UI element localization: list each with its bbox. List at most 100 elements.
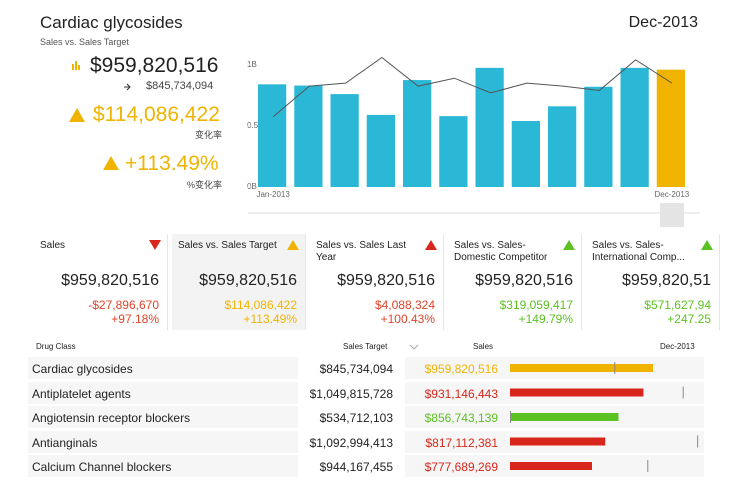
- card-arrow: [149, 240, 161, 250]
- card-arrow: [563, 240, 575, 250]
- drug-name: Cardiac glycosides: [32, 362, 133, 376]
- sales: $856,743,139: [424, 411, 498, 425]
- card-arrow: [701, 240, 713, 250]
- bar: [439, 116, 468, 187]
- table-row: Antianginals $1,092,994,413 $817,112,381: [28, 430, 704, 453]
- bar: [656, 69, 685, 187]
- sales-bar: [510, 413, 619, 421]
- column-header: Dec-2013: [660, 342, 695, 351]
- y-tick-label: 0.5B: [247, 121, 263, 130]
- kpi-card[interactable]: Sales $959,820,516 -$27,896,670 +97.18%: [34, 234, 168, 330]
- table-row: Angiotensin receptor blockers $534,712,10…: [28, 406, 704, 428]
- bar: [475, 67, 504, 187]
- bar: [403, 80, 432, 187]
- column-header: Sales Target: [343, 342, 388, 351]
- card-pct: +149.79%: [518, 312, 573, 326]
- arrow: [149, 240, 161, 250]
- card-delta: $319,059,417: [499, 298, 573, 312]
- bar: [548, 106, 577, 187]
- drug-name: Angiotensin receptor blockers: [32, 411, 191, 425]
- drug-name: Antiplatelet agents: [32, 386, 131, 401]
- card-delta: $4,088,324: [374, 298, 435, 312]
- target-cell: $845,734,094: [298, 357, 405, 379]
- subtitle: Sales vs. Sales Target: [40, 37, 129, 47]
- arrow: [563, 240, 575, 250]
- drug-name: Calcium Channel blockers: [32, 460, 172, 474]
- change-pct-label: %变化率: [186, 180, 222, 190]
- target-cell: $534,712,103: [298, 406, 405, 428]
- target-line: [272, 56, 673, 118]
- card-pct: +97.18%: [111, 312, 159, 326]
- sales: $777,689,269: [424, 460, 498, 474]
- card-title: Sales vs. Sales Last Year: [316, 240, 407, 263]
- sort-icon[interactable]: [408, 342, 420, 352]
- scroll-handle[interactable]: [660, 203, 684, 227]
- card-pct: +113.49%: [243, 312, 298, 326]
- sales: $817,112,381: [425, 435, 498, 450]
- card-delta: -$27,896,670: [88, 298, 159, 312]
- bar: [511, 121, 540, 187]
- kpi-card[interactable]: Sales vs. Sales-International Comp... $95…: [586, 234, 720, 330]
- card-arrow: [287, 240, 299, 250]
- x-tick-label: Jan-2013: [256, 190, 290, 199]
- column-header: Drug Class: [36, 342, 76, 351]
- arrow: [425, 240, 437, 250]
- sales-target: $1,092,994,413: [309, 435, 393, 450]
- card-value: $959,820,516: [199, 272, 297, 289]
- sales-target: $1,049,815,728: [309, 386, 393, 401]
- card-title: Sales vs. Sales Target: [178, 240, 277, 251]
- column-header: Sales: [473, 342, 494, 351]
- card-delta: $114,086,422: [224, 298, 297, 312]
- card-arrow: [425, 240, 437, 250]
- period: Dec-2013: [628, 14, 698, 31]
- card-title: Sales vs. Sales-Domestic Competitor: [454, 240, 548, 263]
- table-row: Calcium Channel blockers $944,167,455 $777…: [28, 455, 704, 477]
- bar: [330, 94, 359, 187]
- target-cell: $1,092,994,413: [298, 430, 405, 453]
- x-tick-label: Dec-2013: [655, 190, 690, 199]
- kpi-card[interactable]: Sales vs. Sales-Domestic Competitor $959,…: [448, 234, 582, 330]
- kpi-card[interactable]: Sales vs. Sales Last Year $959,820,516 $4,…: [310, 234, 444, 330]
- sales-bar: [510, 364, 654, 372]
- card-value: $959,820,51: [622, 272, 711, 289]
- card-pct: +247.25: [667, 312, 711, 326]
- table-row: Cardiac glycosides $845,734,094 $959,820,5…: [28, 357, 704, 379]
- card-pct: +100.43%: [380, 312, 435, 326]
- bar: [366, 114, 395, 187]
- card-title: Sales vs. Sales-International Comp...: [592, 240, 685, 263]
- sales-bar: [510, 437, 606, 446]
- change-pct: +113.49%: [125, 152, 219, 175]
- target-cell: $1,049,815,728: [298, 381, 405, 404]
- card-value: $959,820,516: [61, 272, 159, 289]
- sales-total: $959,820,516: [90, 54, 219, 77]
- sales-bar: [510, 462, 592, 470]
- table-row: Antiplatelet agents $1,049,815,728 $931,14…: [28, 381, 704, 404]
- arrow: [287, 240, 299, 250]
- card-value: $959,820,516: [475, 272, 573, 289]
- sales: $959,820,516: [424, 362, 498, 376]
- bar: [584, 86, 613, 187]
- kpi-card[interactable]: Sales vs. Sales Target $959,820,516 $114,0…: [172, 234, 306, 330]
- sales: $931,146,443: [424, 386, 498, 401]
- bar: [258, 84, 287, 187]
- card-title: Sales: [40, 240, 66, 251]
- drug-name: Antianginals: [32, 435, 98, 450]
- bar: [620, 67, 649, 187]
- arrow: [701, 240, 713, 250]
- sales-target: $845,734,094: [146, 80, 214, 92]
- bar: [294, 85, 323, 187]
- title: Cardiac glycosides: [40, 13, 183, 32]
- change: $114,086,422: [93, 103, 220, 126]
- sales-bar: [510, 388, 644, 397]
- summary-icons: [69, 61, 131, 170]
- sales-target: $534,712,103: [319, 411, 393, 425]
- target-cell: $944,167,455: [298, 455, 405, 477]
- sales-target: $944,167,455: [319, 460, 393, 474]
- sales-target: $845,734,094: [319, 362, 393, 376]
- card-value: $959,820,516: [337, 272, 435, 289]
- card-delta: $571,627,94: [644, 298, 711, 312]
- change-label: 变化率: [194, 130, 222, 140]
